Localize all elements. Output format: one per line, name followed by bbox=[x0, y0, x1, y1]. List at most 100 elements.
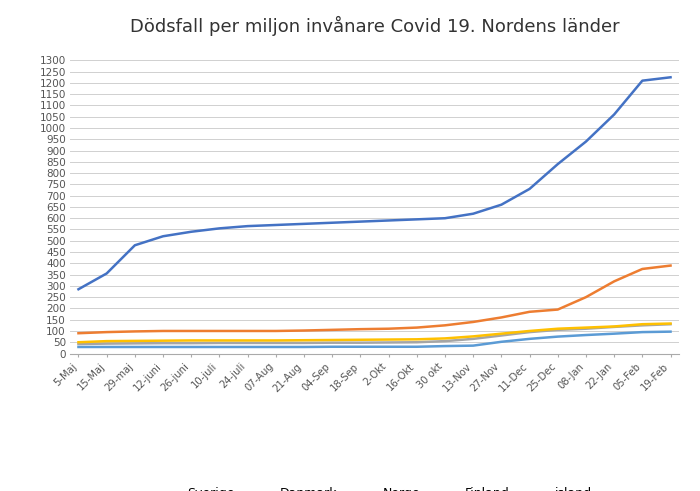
Danmark bbox=[412, 325, 421, 330]
Danmark bbox=[300, 327, 308, 333]
Norge bbox=[272, 340, 280, 346]
Sverige bbox=[384, 218, 393, 223]
Sverige bbox=[74, 286, 83, 292]
Norge bbox=[610, 324, 618, 330]
Danmark bbox=[187, 328, 195, 334]
Danmark bbox=[666, 263, 675, 269]
Finland bbox=[74, 339, 83, 345]
Title: Dödsfall per miljon invånare Covid 19. Nordens länder: Dödsfall per miljon invånare Covid 19. N… bbox=[130, 16, 620, 36]
Finland bbox=[666, 321, 675, 327]
Sverige bbox=[272, 222, 280, 228]
Norge bbox=[554, 327, 562, 333]
island bbox=[638, 329, 647, 335]
Norge bbox=[215, 340, 223, 346]
Finland bbox=[384, 337, 393, 343]
Finland bbox=[356, 337, 365, 343]
Norge bbox=[159, 340, 167, 346]
Finland bbox=[131, 338, 139, 344]
Norge bbox=[187, 340, 195, 346]
Finland bbox=[610, 324, 618, 329]
Sverige bbox=[554, 161, 562, 167]
Line: island: island bbox=[78, 331, 671, 347]
Norge bbox=[469, 336, 477, 342]
Danmark bbox=[384, 326, 393, 331]
Sverige bbox=[666, 74, 675, 80]
Sverige bbox=[356, 218, 365, 224]
Norge bbox=[638, 323, 647, 328]
Norge bbox=[666, 321, 675, 327]
Norge bbox=[328, 340, 337, 346]
island bbox=[610, 331, 618, 337]
Danmark bbox=[582, 294, 590, 300]
Norge bbox=[356, 340, 365, 346]
island bbox=[526, 336, 534, 342]
Sverige bbox=[610, 111, 618, 117]
Sverige bbox=[300, 221, 308, 227]
island bbox=[356, 344, 365, 350]
island bbox=[159, 344, 167, 350]
Sverige bbox=[469, 211, 477, 217]
Finland bbox=[300, 337, 308, 343]
island bbox=[74, 344, 83, 350]
Sverige bbox=[215, 225, 223, 231]
Sverige bbox=[102, 271, 111, 276]
Danmark bbox=[131, 328, 139, 334]
island bbox=[187, 344, 195, 350]
Danmark bbox=[74, 330, 83, 336]
Finland bbox=[215, 337, 223, 343]
Norge bbox=[384, 339, 393, 345]
Finland bbox=[497, 331, 505, 337]
Norge bbox=[526, 329, 534, 335]
island bbox=[554, 334, 562, 340]
Line: Sverige: Sverige bbox=[78, 77, 671, 289]
Sverige bbox=[582, 138, 590, 144]
Line: Norge: Norge bbox=[78, 324, 671, 344]
Finland bbox=[244, 337, 252, 343]
island bbox=[469, 343, 477, 349]
Danmark bbox=[102, 329, 111, 335]
Danmark bbox=[159, 328, 167, 334]
Norge bbox=[300, 340, 308, 346]
Sverige bbox=[131, 243, 139, 248]
Danmark bbox=[441, 323, 449, 328]
island bbox=[215, 344, 223, 350]
Danmark bbox=[215, 328, 223, 334]
Sverige bbox=[638, 78, 647, 83]
Norge bbox=[244, 340, 252, 346]
Sverige bbox=[412, 217, 421, 222]
Danmark bbox=[244, 328, 252, 334]
Line: Finland: Finland bbox=[78, 324, 671, 342]
Finland bbox=[526, 328, 534, 334]
Danmark bbox=[526, 309, 534, 315]
Norge bbox=[441, 338, 449, 344]
Norge bbox=[582, 326, 590, 331]
Finland bbox=[187, 337, 195, 343]
Danmark bbox=[610, 278, 618, 284]
island bbox=[497, 339, 505, 345]
Norge bbox=[74, 341, 83, 347]
island bbox=[131, 344, 139, 350]
Danmark bbox=[497, 315, 505, 321]
Finland bbox=[159, 338, 167, 344]
Line: Danmark: Danmark bbox=[78, 266, 671, 333]
Danmark bbox=[328, 327, 337, 333]
Finland bbox=[412, 336, 421, 342]
Danmark bbox=[272, 328, 280, 334]
Danmark bbox=[638, 266, 647, 272]
island bbox=[441, 343, 449, 349]
Norge bbox=[412, 339, 421, 345]
island bbox=[102, 344, 111, 350]
Finland bbox=[582, 325, 590, 330]
island bbox=[272, 344, 280, 350]
island bbox=[244, 344, 252, 350]
island bbox=[300, 344, 308, 350]
Norge bbox=[102, 341, 111, 347]
island bbox=[666, 328, 675, 334]
Norge bbox=[497, 332, 505, 338]
island bbox=[328, 344, 337, 350]
Sverige bbox=[526, 186, 534, 192]
Danmark bbox=[554, 306, 562, 312]
island bbox=[582, 332, 590, 338]
Sverige bbox=[159, 233, 167, 239]
Finland bbox=[441, 335, 449, 341]
